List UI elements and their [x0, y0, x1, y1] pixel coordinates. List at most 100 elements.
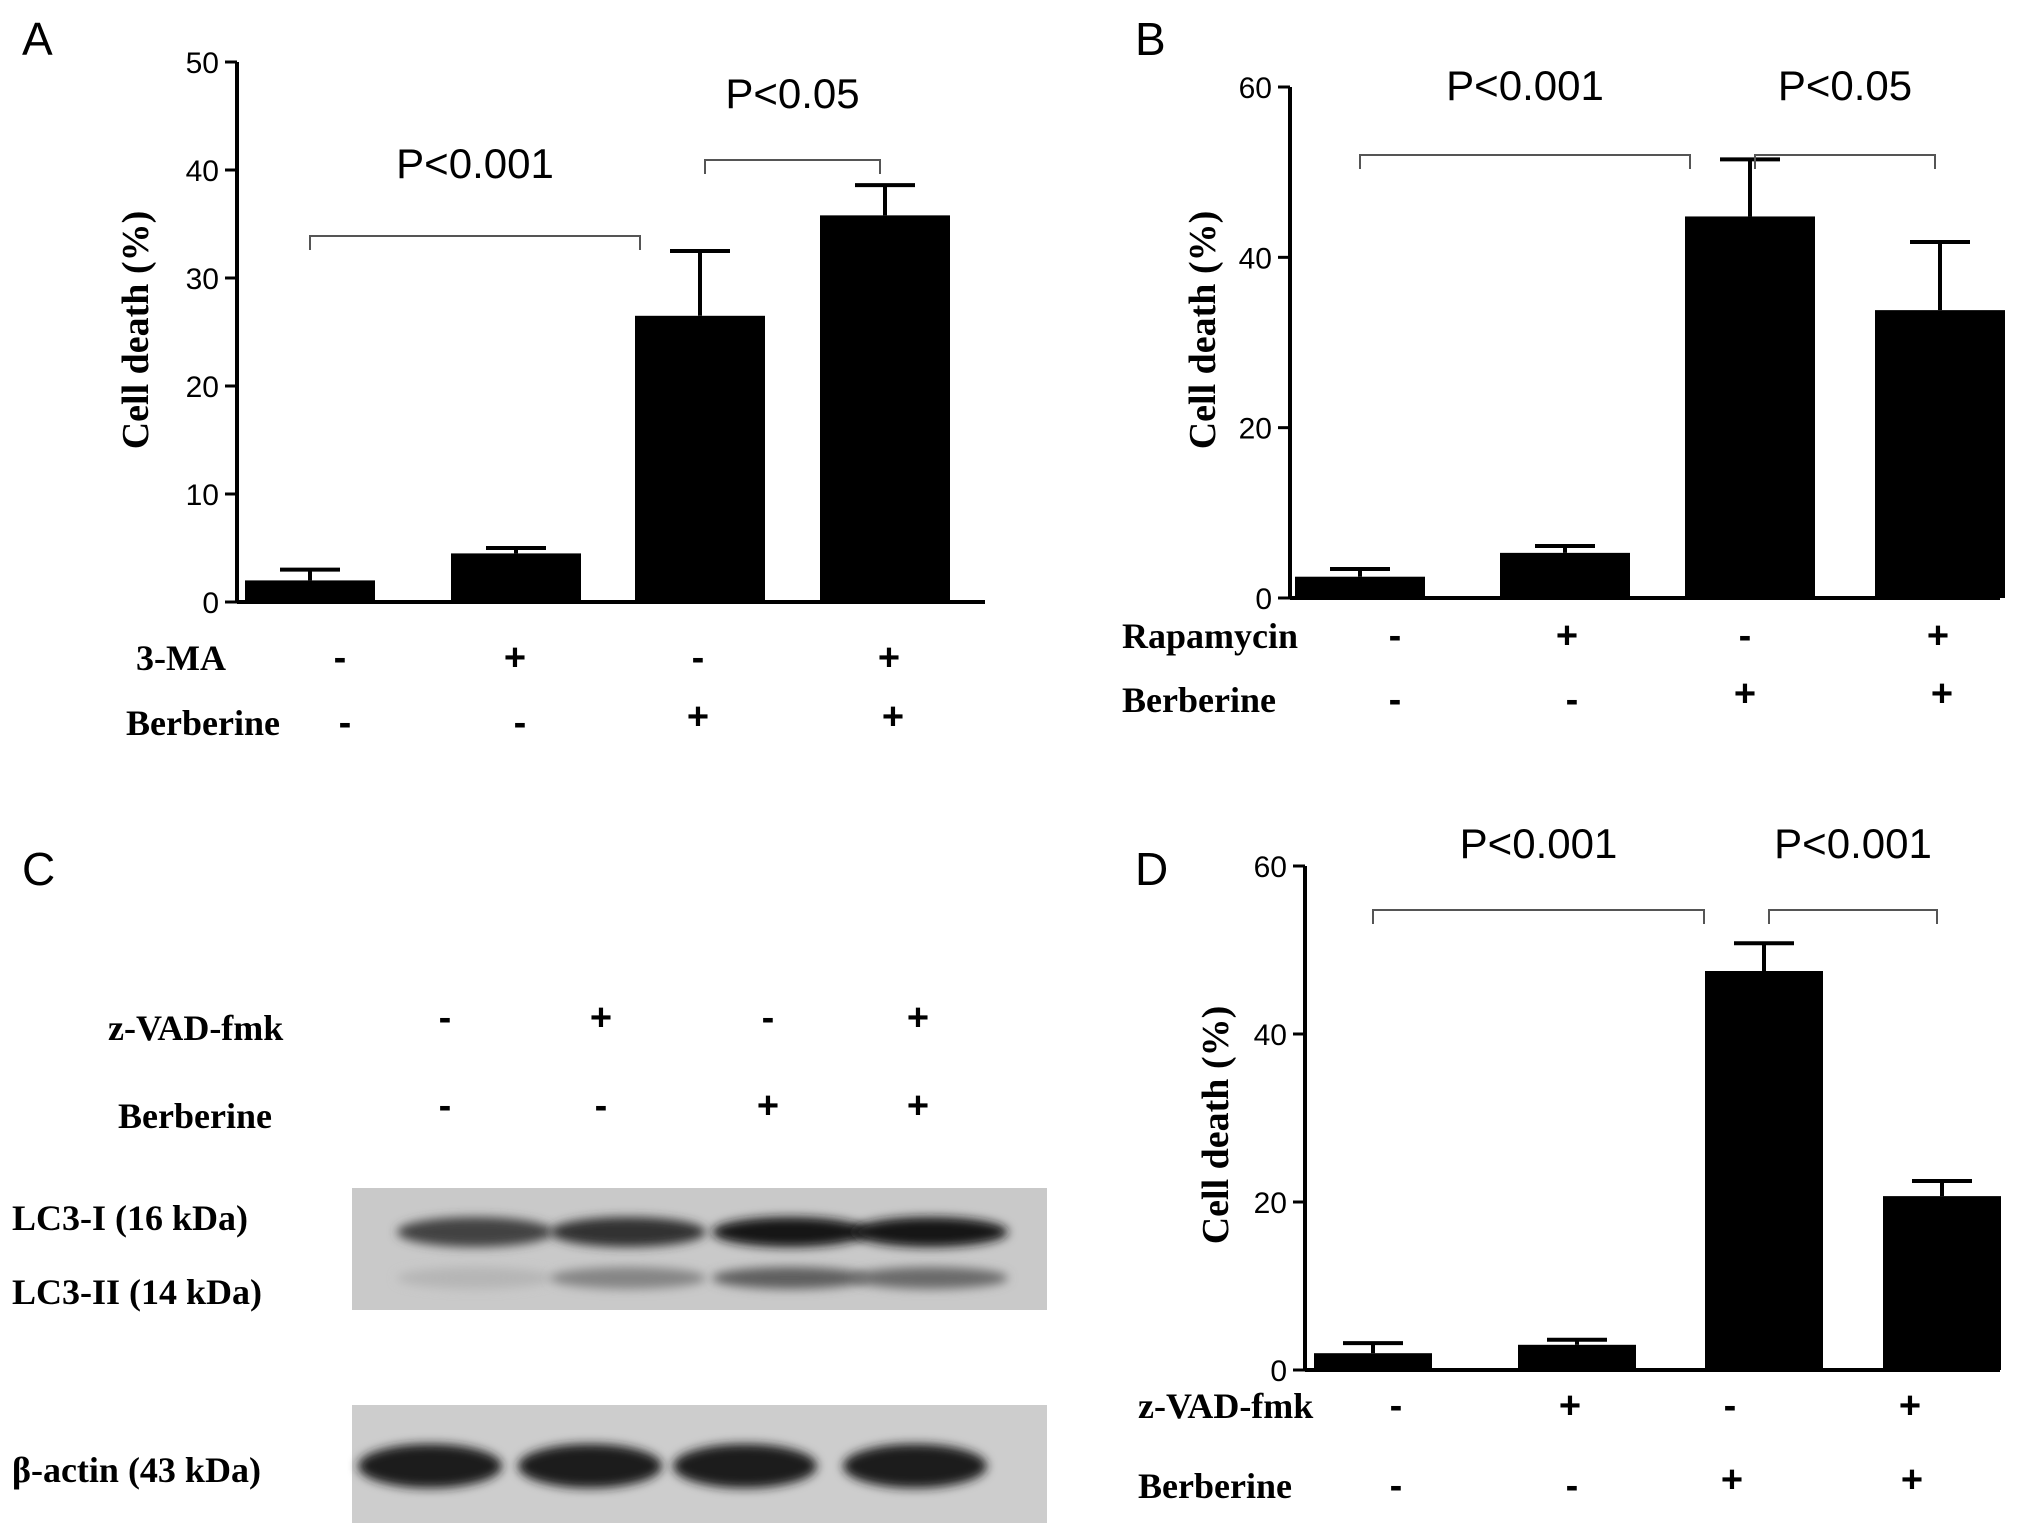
y-tick-label: 0 — [1255, 583, 1272, 616]
bar — [451, 553, 581, 602]
y-tick-label: 30 — [186, 263, 219, 296]
condition-label: Berberine — [126, 703, 280, 743]
bar — [1705, 971, 1823, 1370]
condition-sign: + — [1559, 1385, 1581, 1427]
y-tick-label: 20 — [1254, 1187, 1287, 1220]
actin-band — [518, 1444, 662, 1488]
y-axis-label: Cell death (%) — [1195, 1006, 1237, 1245]
condition-sign: - — [1566, 1465, 1579, 1507]
bar — [1314, 1353, 1432, 1370]
condition-sign: - — [1389, 615, 1402, 657]
lc3-i-band — [550, 1217, 706, 1247]
blot-condition-sign: - — [595, 1085, 608, 1127]
condition-sign: + — [1721, 1459, 1743, 1501]
p-value-label: P<0.001 — [1446, 62, 1604, 109]
p-value-label: P<0.001 — [1460, 820, 1618, 867]
blot-condition-sign: + — [907, 1085, 929, 1127]
condition-sign: - — [692, 637, 705, 679]
blot-condition-table: z-VAD-fmk - + - + Berberine - - + + — [108, 997, 929, 1136]
condition-sign: + — [878, 637, 900, 679]
condition-label: Berberine — [1138, 1466, 1292, 1506]
actin-band — [843, 1444, 987, 1488]
blot-condition-sign: - — [439, 1085, 452, 1127]
blot-condition-sign: + — [907, 997, 929, 1039]
y-tick-label: 0 — [202, 587, 219, 620]
condition-label: Berberine — [1122, 680, 1276, 720]
blot-condition-label: Berberine — [118, 1096, 272, 1136]
y-tick-label: 50 — [186, 47, 219, 80]
lc3-i-band — [712, 1217, 868, 1247]
lc3-ii-band — [397, 1267, 553, 1289]
condition-sign: + — [882, 696, 904, 738]
condition-sign: - — [1390, 1465, 1403, 1507]
condition-sign: + — [504, 637, 526, 679]
bar — [245, 580, 375, 602]
condition-label: 3-MA — [136, 638, 226, 678]
condition-sign: - — [1739, 615, 1752, 657]
blot-condition-sign: + — [757, 1085, 779, 1127]
condition-sign: + — [1556, 615, 1578, 657]
p-value-label: P<0.001 — [1774, 820, 1932, 867]
lc3-i-label: LC3-I (16 kDa) — [12, 1198, 248, 1238]
condition-sign: + — [1901, 1459, 1923, 1501]
lc3-ii-band — [852, 1267, 1008, 1289]
p-value-label: P<0.05 — [725, 70, 859, 117]
condition-sign: + — [1734, 673, 1756, 715]
bar — [1685, 216, 1815, 598]
significance-bracket — [704, 159, 881, 174]
condition-sign: + — [687, 696, 709, 738]
actin-band — [673, 1444, 817, 1488]
significance-bracket — [1754, 154, 1936, 169]
bar — [1883, 1196, 2001, 1370]
bar-chart-panel-d: 0 20 40 60 Cell death (%) P<0.001 P<0.001 z-VAD… — [1138, 820, 2001, 1507]
blot-condition-sign: + — [590, 997, 612, 1039]
actin-band-group — [358, 1444, 987, 1488]
y-tick-label: 40 — [186, 155, 219, 188]
actin-label: β-actin (43 kDa) — [12, 1450, 261, 1490]
panel-letter-d: D — [1135, 843, 1168, 895]
condition-sign: - — [339, 702, 352, 744]
lc3-i-band — [397, 1217, 553, 1247]
condition-sign: - — [1566, 679, 1579, 721]
condition-label: z-VAD-fmk — [1138, 1386, 1313, 1426]
y-tick-label: 40 — [1254, 1019, 1287, 1052]
y-tick-label: 20 — [1239, 413, 1272, 446]
condition-sign: + — [1927, 615, 1949, 657]
condition-sign: + — [1931, 673, 1953, 715]
panel-letter-c: C — [22, 843, 55, 895]
y-axis-label: Cell death (%) — [1182, 211, 1224, 450]
lc3-band-group — [397, 1217, 1008, 1289]
y-tick-label: 60 — [1239, 72, 1272, 105]
condition-sign: + — [1899, 1385, 1921, 1427]
lc3-blot-membrane — [352, 1188, 1047, 1310]
y-tick-label: 20 — [186, 371, 219, 404]
panel-letter-a: A — [22, 13, 53, 65]
y-tick-label: 60 — [1254, 851, 1287, 884]
condition-sign: - — [1724, 1385, 1737, 1427]
panel-letter-b: B — [1135, 13, 1166, 65]
y-tick-label: 40 — [1239, 242, 1272, 275]
lc3-ii-band — [550, 1267, 706, 1289]
significance-bracket — [1372, 909, 1705, 924]
western-blot-panel-c: z-VAD-fmk - + - + Berberine - - + + LC3-I (16 kDa… — [12, 997, 1047, 1523]
y-tick-label: 0 — [1270, 1355, 1287, 1388]
condition-sign: - — [1390, 1385, 1403, 1427]
significance-bracket — [1768, 909, 1938, 924]
blot-condition-label: z-VAD-fmk — [108, 1008, 283, 1048]
bar — [1518, 1344, 1636, 1370]
bar-chart-panel-a: 0 10 20 30 40 50 Cell death (%) P<0.001 P<0.05 3-… — [115, 47, 985, 744]
bar-chart-panel-b: 0 20 40 60 Cell death (%) P<0.001 P<0.05 Rapamy… — [1122, 62, 2005, 721]
lc3-i-band — [852, 1217, 1008, 1247]
bar — [1500, 552, 1630, 598]
lc3-ii-band — [712, 1267, 868, 1289]
actin-band — [358, 1444, 502, 1488]
p-value-label: P<0.001 — [396, 140, 554, 187]
lc3-ii-label: LC3-II (14 kDa) — [12, 1272, 262, 1312]
bar — [820, 215, 950, 603]
condition-sign: - — [1389, 679, 1402, 721]
bar — [1295, 576, 1425, 598]
y-tick-label: 10 — [186, 479, 219, 512]
condition-sign: - — [514, 702, 527, 744]
significance-bracket — [309, 235, 641, 250]
